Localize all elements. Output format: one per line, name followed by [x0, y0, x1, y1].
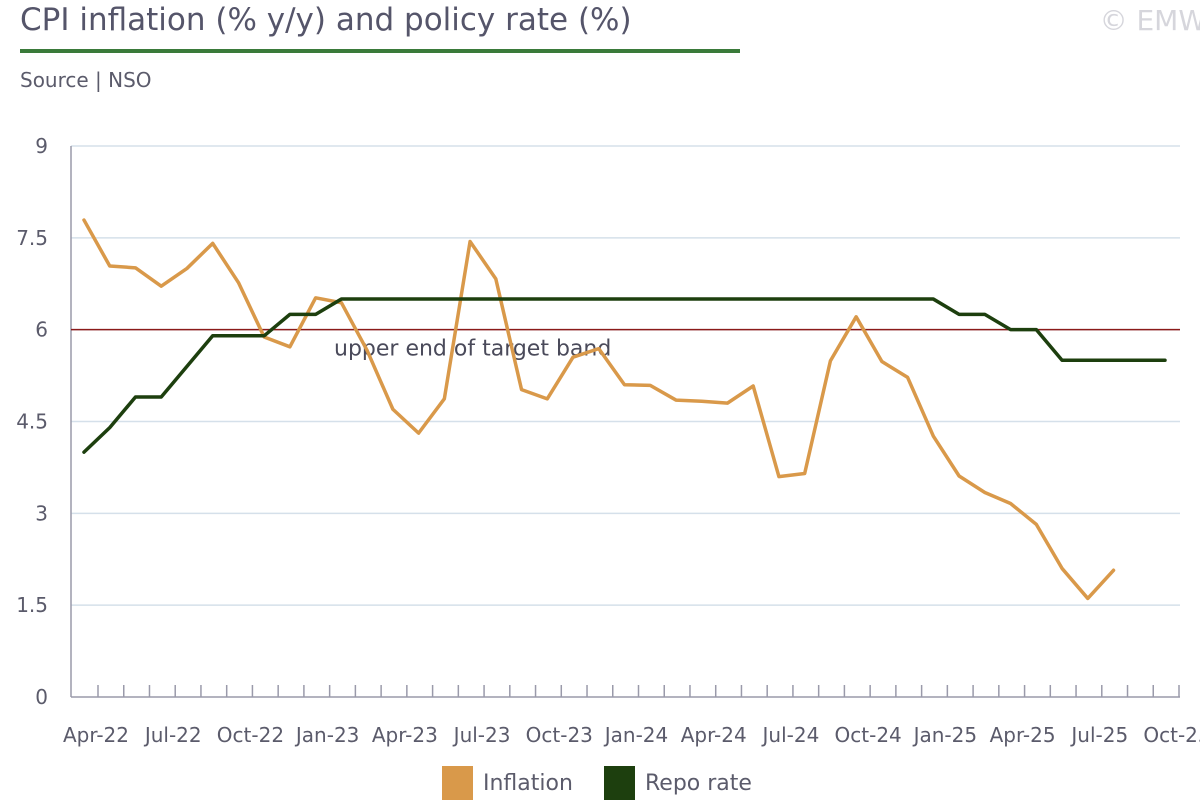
- x-tick-label-10: Oct-24: [835, 723, 902, 747]
- y-tick-label-0: 0: [35, 685, 48, 709]
- x-tick-label-6: Oct-23: [526, 723, 593, 747]
- copyright-watermark: © EMW: [1099, 4, 1200, 37]
- x-tick-label-4: Apr-23: [372, 723, 438, 747]
- title-underline: [20, 49, 740, 53]
- legend-item-repo-rate: Repo rate: [604, 766, 752, 800]
- target-band-label: upper end of target band: [334, 337, 611, 362]
- series-line-repo-rate: [82, 297, 1167, 454]
- x-tick-label-7: Jan-24: [603, 723, 669, 747]
- y-tick-label-6: 9: [35, 134, 48, 158]
- source-label: Source | NSO: [20, 68, 152, 92]
- x-tick-label-12: Apr-25: [990, 723, 1056, 747]
- y-tick-label-1: 1.5: [16, 593, 48, 617]
- legend-label-repo-rate: Repo rate: [645, 770, 752, 796]
- x-tick-label-11: Jan-25: [912, 723, 978, 747]
- x-tick-label-13: Jul-25: [1069, 723, 1128, 747]
- x-tick-label-8: Apr-24: [681, 723, 747, 747]
- legend-label-inflation: Inflation: [483, 770, 573, 796]
- y-tick-label-4: 6: [35, 318, 48, 342]
- legend: Inflation Repo rate: [0, 766, 1200, 800]
- y-tick-label-2: 3: [35, 501, 48, 525]
- x-tick-label-0: Apr-22: [63, 723, 129, 747]
- y-tick-label-3: 4.5: [16, 410, 48, 434]
- legend-swatch-repo-rate: [604, 766, 635, 800]
- y-tick-label-5: 7.5: [16, 226, 48, 250]
- x-tick-label-9: Jul-24: [761, 723, 820, 747]
- series-line-inflation: [82, 218, 1116, 601]
- x-tick-label-14: Oct-25: [1143, 723, 1200, 747]
- x-tick-label-1: Jul-22: [143, 723, 202, 747]
- chart-title: CPI inflation (% y/y) and policy rate (%…: [20, 2, 632, 38]
- legend-item-inflation: Inflation: [442, 766, 573, 800]
- x-tick-label-5: Jul-23: [452, 723, 511, 747]
- x-tick-label-2: Oct-22: [217, 723, 284, 747]
- x-tick-label-3: Jan-23: [294, 723, 360, 747]
- legend-swatch-inflation: [442, 766, 473, 800]
